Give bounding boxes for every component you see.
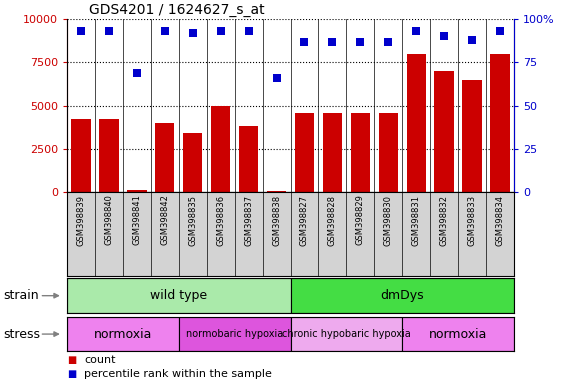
Point	[76, 28, 85, 35]
Text: ■: ■	[67, 355, 76, 365]
Text: GDS4201 / 1624627_s_at: GDS4201 / 1624627_s_at	[89, 3, 265, 17]
Text: GSM398827: GSM398827	[300, 195, 309, 245]
Bar	[211, 106, 231, 192]
Point	[160, 28, 169, 35]
Text: GSM398829: GSM398829	[356, 195, 365, 245]
Point	[300, 39, 309, 45]
Text: GSM398840: GSM398840	[104, 195, 113, 245]
Point	[412, 28, 421, 35]
Bar	[350, 113, 370, 192]
Text: GSM398839: GSM398839	[76, 195, 85, 245]
Bar	[67, 278, 290, 313]
Text: normoxia: normoxia	[94, 328, 152, 341]
Text: dmDys: dmDys	[381, 289, 424, 302]
Text: GSM398832: GSM398832	[440, 195, 449, 245]
Bar	[490, 54, 510, 192]
Point	[356, 39, 365, 45]
Bar	[99, 119, 119, 192]
Bar	[322, 113, 342, 192]
Point	[272, 75, 281, 81]
Bar	[435, 71, 454, 192]
Text: wild type: wild type	[150, 289, 207, 302]
Bar	[183, 133, 202, 192]
Bar	[407, 54, 426, 192]
Text: GSM398837: GSM398837	[244, 195, 253, 246]
Point	[244, 28, 253, 35]
Point	[216, 28, 225, 35]
Bar	[290, 278, 514, 313]
Text: GSM398834: GSM398834	[496, 195, 505, 245]
Bar	[239, 126, 259, 192]
Text: normobaric hypoxia: normobaric hypoxia	[186, 329, 283, 339]
Text: GSM398828: GSM398828	[328, 195, 337, 245]
Point	[188, 30, 198, 36]
Point	[104, 28, 113, 35]
Text: GSM398836: GSM398836	[216, 195, 225, 246]
Text: GSM398830: GSM398830	[384, 195, 393, 245]
Text: count: count	[84, 355, 116, 365]
Text: stress: stress	[3, 328, 40, 341]
Text: GSM398833: GSM398833	[468, 195, 477, 246]
Text: GSM398835: GSM398835	[188, 195, 197, 245]
Bar	[67, 317, 179, 351]
Text: GSM398838: GSM398838	[272, 195, 281, 246]
Point	[496, 28, 505, 35]
Bar	[295, 113, 314, 192]
Bar	[462, 80, 482, 192]
Text: normoxia: normoxia	[429, 328, 487, 341]
Bar	[179, 317, 290, 351]
Bar	[379, 113, 398, 192]
Bar	[155, 123, 174, 192]
Point	[440, 33, 449, 40]
Text: chronic hypobaric hypoxia: chronic hypobaric hypoxia	[282, 329, 411, 339]
Text: GSM398831: GSM398831	[412, 195, 421, 245]
Point	[328, 39, 337, 45]
Text: GSM398842: GSM398842	[160, 195, 169, 245]
Text: ■: ■	[67, 369, 76, 379]
Bar	[290, 317, 403, 351]
Point	[132, 70, 141, 76]
Text: GSM398841: GSM398841	[132, 195, 141, 245]
Point	[383, 39, 393, 45]
Text: strain: strain	[3, 289, 38, 302]
Text: percentile rank within the sample: percentile rank within the sample	[84, 369, 272, 379]
Bar	[71, 119, 91, 192]
Bar	[403, 317, 514, 351]
Point	[468, 37, 477, 43]
Bar	[267, 191, 286, 192]
Bar	[127, 190, 146, 192]
